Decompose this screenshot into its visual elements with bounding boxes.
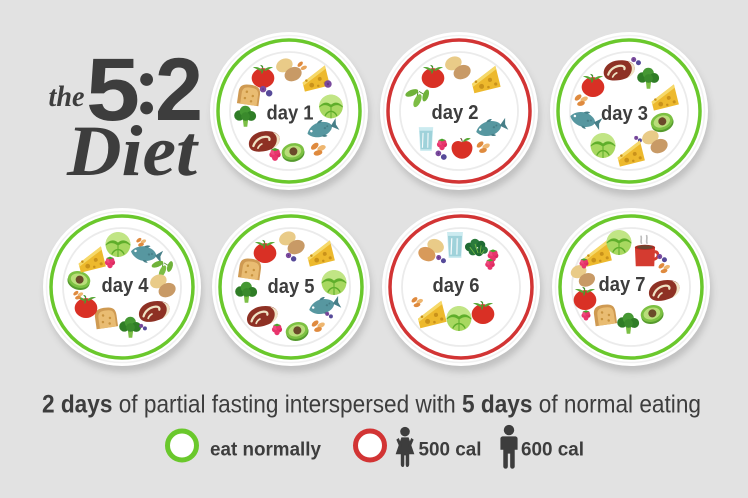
svg-text:day 6: day 6: [433, 275, 480, 297]
svg-text:day 1: day 1: [267, 102, 314, 124]
svg-text:2: 2: [155, 39, 203, 139]
svg-text:day 2: day 2: [432, 102, 479, 124]
svg-text:5: 5: [86, 39, 140, 139]
svg-text:2 days of partial fasting inte: 2 days of partial fasting interspersed w…: [42, 391, 701, 419]
svg-text:500 cal: 500 cal: [419, 439, 482, 461]
svg-text:day 5: day 5: [268, 276, 315, 298]
svg-text:eat normally: eat normally: [210, 439, 321, 461]
svg-text:600 cal: 600 cal: [521, 439, 584, 461]
svg-text:the: the: [49, 80, 85, 113]
svg-text:day 7: day 7: [599, 274, 646, 296]
svg-text:day 4: day 4: [102, 275, 150, 297]
svg-text:Diet: Diet: [66, 111, 199, 191]
svg-text:day 3: day 3: [601, 103, 648, 125]
